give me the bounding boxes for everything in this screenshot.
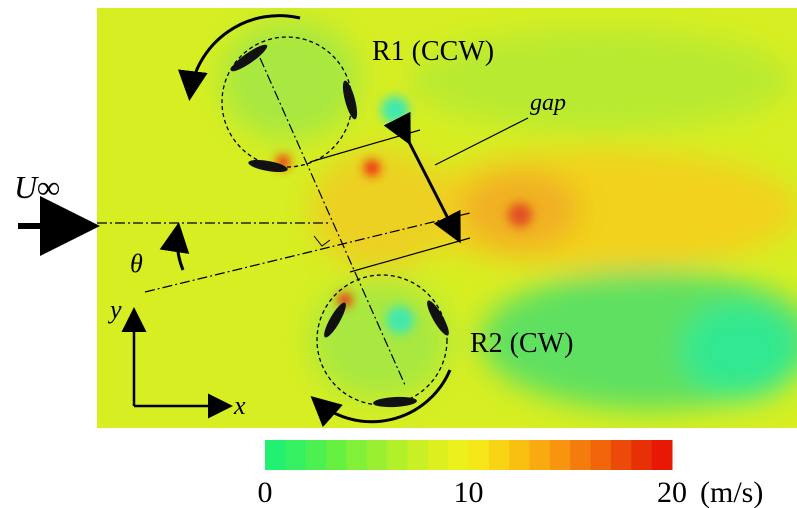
colorbar-band [346,440,368,470]
colorbar-tick-label: 20 [657,476,687,508]
colorbar-band [651,440,673,470]
colorbar-unit: (m/s) [700,476,763,508]
colorbar-band [407,440,429,470]
rotor2-label: R2 (CW) [470,328,573,359]
colorbar: 0 10 20 [258,440,687,508]
freestream-label: U∞ [14,169,60,205]
angle-label: θ [130,249,143,278]
colorbar-band [326,440,347,470]
colorbar-band [590,440,612,470]
colorbar-band [448,440,469,470]
rotor1-label: R1 (CCW) [372,36,494,67]
colorbar-band [265,440,286,470]
colorbar-band [387,440,408,470]
colorbar-tick-label: 0 [258,476,273,508]
colorbar-tick-label: 10 [454,476,484,508]
colorbar-band [366,440,388,470]
colorbar-band [529,440,551,470]
colorbar-band [549,440,571,470]
colorbar-band [509,440,531,470]
colorbar-band [631,440,653,470]
gap-label: gap [530,90,566,116]
x-axis-label: x [233,391,246,420]
colorbar-band [488,440,510,470]
diagram-lines [18,14,529,428]
colorbar-band [610,440,632,470]
colorbar-band [305,440,327,470]
colorbar-band [570,440,592,470]
y-axis-label: y [107,295,122,324]
colorbar-band [285,440,307,470]
colorbar-band [427,440,449,470]
colorbar-band [468,440,490,470]
blades [230,44,449,408]
